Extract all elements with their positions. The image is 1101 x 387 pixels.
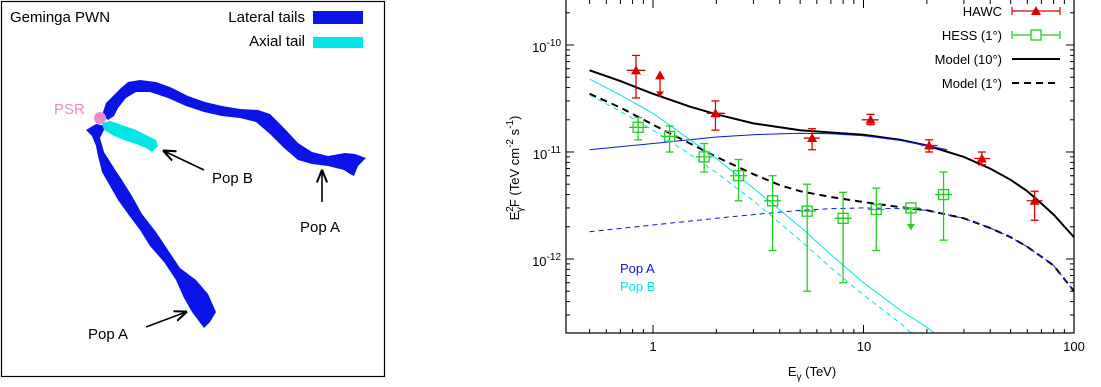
pop-a-right-label: Pop A [300, 219, 340, 236]
axial-tail [102, 121, 158, 152]
x-tick-label: 100 [1063, 339, 1085, 354]
y-tick-label: 10-12 [532, 252, 561, 269]
hess-point [629, 116, 648, 141]
legend-hess-label: HESS (1°) [942, 28, 1002, 43]
upper-limit-arrow [656, 91, 665, 98]
hawc-marker [1029, 195, 1040, 205]
hess-marker [905, 202, 917, 214]
upper-limit-arrow [906, 223, 915, 230]
legend-axial-tail-label: Axial tail [249, 33, 305, 50]
legend-hawc-label: HAWC [963, 4, 1002, 19]
hess-marker [766, 195, 779, 207]
hess-marker [732, 170, 745, 182]
hess-marker [937, 188, 950, 201]
x-axis-label: Eγ (TeV) [788, 364, 836, 383]
legend-hawc-marker [1011, 6, 1061, 15]
hawc-point [626, 54, 646, 99]
series-line-pop-b-10 [589, 78, 936, 333]
spectrum-chart: 10-12 10-11 10-10 1 10 100 Eγ (TeV) E2γF… [505, 0, 1085, 383]
hawc-point [803, 128, 820, 151]
legend-model-1-label: Model (1°) [942, 76, 1002, 91]
series-line-pop-a-10 [589, 132, 948, 151]
hess-point [764, 175, 782, 252]
y-tick-label: 10-10 [532, 38, 561, 55]
legend-lateral-tails-swatch [313, 11, 363, 24]
plot-lines [589, 69, 1074, 333]
plot-points [626, 54, 1043, 292]
y-tick-label: 10-11 [533, 145, 562, 162]
hawc-marker [807, 133, 818, 143]
hawc-marker [976, 153, 987, 163]
pop-b-arrow [164, 151, 205, 171]
hawc-point [655, 70, 666, 98]
x-tick-label: 1 [649, 339, 656, 354]
hess-marker [632, 121, 644, 133]
hess-point [834, 191, 852, 284]
hawc-point [1026, 190, 1043, 221]
hess-marker [837, 212, 849, 224]
hawc-marker [710, 108, 721, 118]
hawc-marker [630, 65, 641, 75]
pulsar-dot [94, 112, 106, 124]
lateral-tail-right [102, 80, 366, 176]
legend-model-10-label: Model (10°) [935, 52, 1002, 67]
x-tick-label: 10 [857, 339, 871, 354]
legend-hess-marker [1011, 29, 1061, 41]
hess-marker [801, 205, 813, 217]
annotation-pop-b: Pop B [620, 279, 655, 294]
hess-point [660, 125, 679, 153]
hawc-marker [865, 114, 876, 124]
schematic-panel: Geminga PWN Lateral tails Axial tail PSR… [0, 0, 386, 378]
hess-point [729, 158, 748, 202]
hawc-marker [924, 140, 935, 150]
hawc-point [921, 139, 938, 153]
lateral-tail-left [86, 124, 216, 328]
x-tick-labels: 1 10 100 [649, 339, 1084, 354]
hawc-point [861, 113, 879, 126]
pop-a-bottom-label: Pop A [88, 326, 128, 343]
y-axis-label: E2γF (TeV cm-2 s-1) [505, 116, 526, 221]
hess-point [695, 142, 713, 173]
hawc-point [706, 100, 726, 131]
hess-marker [698, 151, 710, 163]
schematic-legend: Lateral tails Axial tail [228, 9, 363, 50]
hess-point [867, 187, 885, 252]
pop-b-label: Pop B [212, 170, 253, 187]
series-line-model-1 [589, 92, 1074, 292]
series-line-pop-b-1 [589, 94, 912, 333]
legend-axial-tail-swatch [313, 37, 363, 48]
chart-legend: HAWC HESS (1°) Model (10°) Model (1°) [935, 4, 1061, 91]
annotation-pop-a: Pop A [620, 261, 655, 276]
hawc-marker [655, 70, 666, 80]
psr-label: PSR [54, 101, 85, 118]
hess-marker [870, 203, 882, 216]
y-tick-labels: 10-12 10-11 10-10 [532, 38, 561, 269]
schematic-frame [0, 0, 386, 378]
hess-marker [664, 130, 676, 143]
hess-point [902, 202, 920, 230]
schematic-title: Geminga PWN [10, 9, 110, 26]
pop-a-bottom-arrow [145, 312, 186, 328]
hawc-point [974, 151, 991, 166]
series-line-model-10 [589, 69, 1074, 238]
series-line-pop-a-1 [589, 207, 1074, 292]
plot-frame [565, 0, 1075, 334]
hess-point [935, 171, 953, 241]
plot-ticks [566, 0, 1074, 333]
hess-point [798, 183, 816, 292]
legend-lateral-tails-label: Lateral tails [228, 9, 305, 26]
